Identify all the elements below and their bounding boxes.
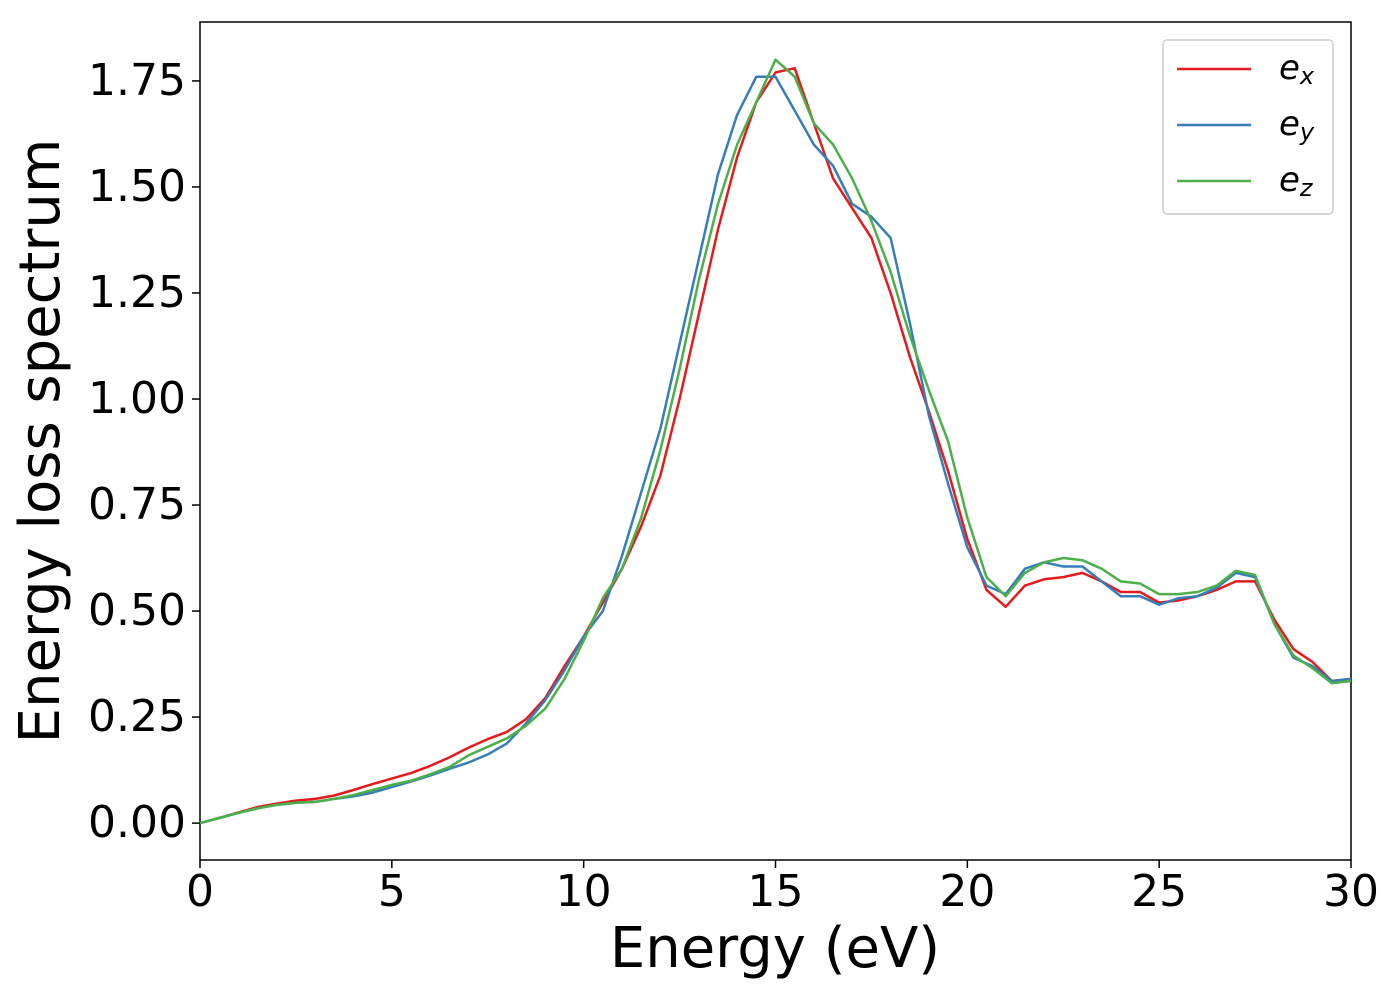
x-tick-label: 5 [378,866,406,917]
y-tick-label: 0.00 [88,797,186,848]
y-tick-label: 1.00 [88,373,186,424]
line-series [199,66,1352,825]
x-tick-label: 20 [939,866,995,917]
x-tick-label: 10 [556,866,612,917]
plot-frame [199,21,1352,861]
legend-label: ez [1279,160,1314,203]
legend-label: ex [1279,48,1315,91]
y-tick-label: 1.25 [88,267,186,318]
line-series [199,58,1352,825]
x-tick-label: 0 [186,866,214,917]
y-tick-label: 1.50 [88,161,186,212]
x-tick-label: 15 [748,866,804,917]
y-tick-label: 0.75 [88,479,186,530]
legend-label: ey [1279,104,1315,147]
x-axis-label: Energy (eV) [610,916,940,981]
x-tick-label: 30 [1323,866,1379,917]
y-axis-label: Energy loss spectrum [8,139,73,744]
legend-box [1162,39,1334,215]
y-tick-label: 1.75 [88,55,186,106]
line-series [199,75,1352,825]
y-tick-label: 0.50 [88,585,186,636]
x-tick-label: 25 [1131,866,1187,917]
y-tick-label: 0.25 [88,691,186,742]
